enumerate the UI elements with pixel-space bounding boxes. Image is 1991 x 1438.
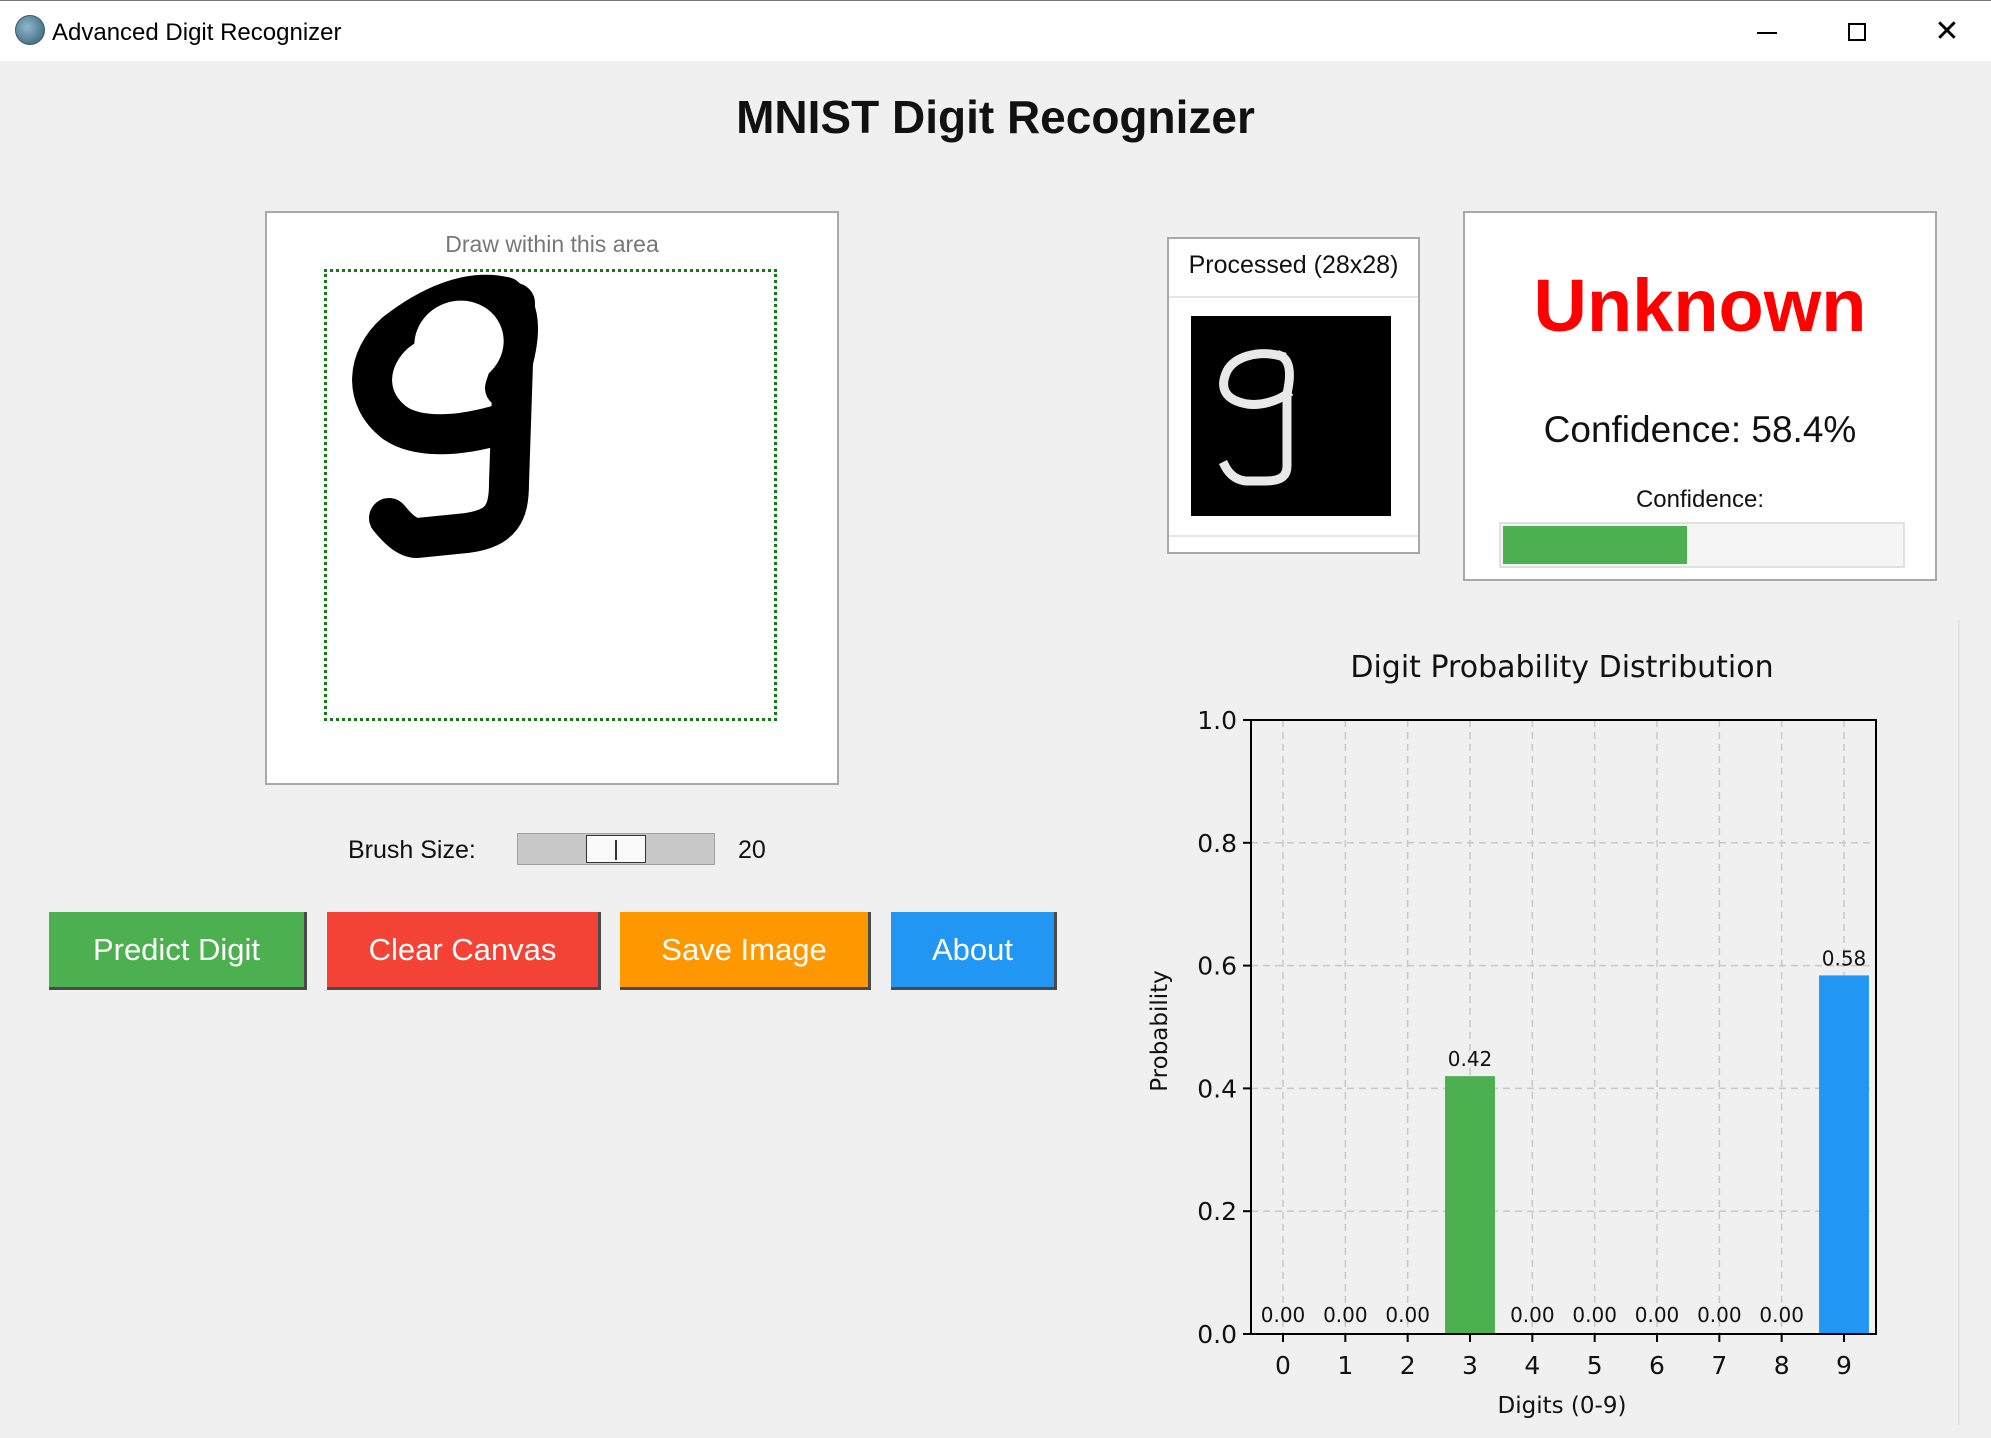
- about-button[interactable]: About: [891, 912, 1057, 990]
- chart-data-label: 0.00: [1261, 1303, 1306, 1327]
- brush-size-slider-thumb[interactable]: [586, 835, 646, 863]
- chart-data-label: 0.58: [1822, 946, 1867, 970]
- chart-x-tick-label: 1: [1337, 1351, 1353, 1380]
- chart-bar: [1819, 975, 1869, 1334]
- predict-digit-button[interactable]: Predict Digit: [49, 912, 307, 990]
- chart-y-tick-label: 0.2: [1197, 1197, 1237, 1226]
- chart-plot-frame: [1250, 719, 1877, 1335]
- chart-bar: [1445, 1076, 1495, 1334]
- close-icon: ✕: [1934, 13, 1960, 49]
- page-title: MNIST Digit Recognizer: [736, 91, 1255, 143]
- chart-data-label: 0.00: [1385, 1303, 1430, 1327]
- canvas-hint: Draw within this area: [445, 231, 659, 257]
- probability-chart: Digit Probability Distribution Probabili…: [1147, 650, 1877, 1419]
- chart-data-label: 0.00: [1323, 1303, 1368, 1327]
- drawn-digit-stroke: [352, 274, 538, 558]
- draw-area-boundary[interactable]: [324, 269, 777, 721]
- window-title: Advanced Digit Recognizer: [52, 19, 342, 46]
- chart-data-label: 0.00: [1759, 1303, 1804, 1327]
- chart-y-tick-label: 1.0: [1197, 706, 1237, 735]
- chart-x-tick-label: 4: [1524, 1351, 1540, 1380]
- minimize-button[interactable]: [1722, 1, 1812, 62]
- title-bar: Advanced Digit Recognizer ✕: [0, 0, 1991, 61]
- brush-size-label: Brush Size:: [348, 836, 476, 864]
- panel-divider: [1958, 620, 1960, 1425]
- processed-digit-glyph: [1218, 349, 1294, 486]
- chart-title: Digit Probability Distribution: [1350, 650, 1773, 685]
- chart-data-label: 0.42: [1448, 1047, 1493, 1071]
- chart-x-tick-label: 7: [1711, 1351, 1727, 1380]
- confidence-progress-fill: [1503, 526, 1687, 564]
- processed-digit-image: [1191, 316, 1391, 516]
- chart-y-tick-label: 0.4: [1197, 1074, 1237, 1103]
- prediction-result-panel: Unknown Confidence: 58.4% Confidence:: [1463, 211, 1937, 581]
- prediction-label: Unknown: [1533, 264, 1867, 347]
- chart-y-tick-label: 0.6: [1197, 952, 1237, 981]
- chart-ticks: 0.0 0.2 0.4 0.6 0.8 1.0 0 1 2 3 4 5 6 7 8 9: [1197, 706, 1852, 1380]
- chart-x-tick-label: 2: [1400, 1351, 1416, 1380]
- confidence-bar-label: Confidence:: [1635, 486, 1765, 513]
- chart-data-label: 0.00: [1572, 1303, 1617, 1327]
- chart-y-tick-label: 0.8: [1197, 829, 1237, 858]
- maximize-button[interactable]: [1812, 1, 1902, 62]
- minimize-icon: [1757, 31, 1777, 34]
- drawing-canvas[interactable]: Draw within this area: [265, 211, 839, 785]
- maximize-icon: [1848, 22, 1866, 41]
- brush-size-slider[interactable]: [517, 833, 715, 865]
- save-image-button[interactable]: Save Image: [620, 912, 871, 990]
- chart-bars: 0.00 0.00 0.00 0.42 0.00 0.00 0.00 0.00 0.00 0.58: [1261, 946, 1869, 1334]
- chart-x-axis-label: Digits (0-9): [1498, 1393, 1627, 1419]
- divider: [1169, 535, 1418, 537]
- chart-data-label: 0.00: [1510, 1303, 1555, 1327]
- close-button[interactable]: ✕: [1902, 1, 1991, 62]
- app-logo-icon: [15, 15, 45, 45]
- chart-x-tick-label: 3: [1462, 1351, 1478, 1380]
- chart-data-label: 0.00: [1635, 1303, 1680, 1327]
- brush-size-value: 20: [738, 836, 766, 864]
- chart-x-tick-label: 8: [1774, 1351, 1790, 1380]
- chart-x-tick-label: 5: [1587, 1351, 1603, 1380]
- chart-y-axis-label: Probability: [1147, 970, 1173, 1092]
- processed-preview-panel: Processed (28x28): [1167, 237, 1420, 554]
- chart-x-tick-label: 9: [1836, 1351, 1852, 1380]
- confidence-progress-bar: [1499, 522, 1905, 568]
- chart-data-label: 0.00: [1697, 1303, 1742, 1327]
- chart-x-tick-label: 0: [1275, 1351, 1291, 1380]
- divider: [1169, 296, 1418, 298]
- chart-y-tick-label: 0.0: [1197, 1320, 1237, 1349]
- chart-grid: [1251, 719, 1876, 1335]
- chart-x-tick-label: 6: [1649, 1351, 1665, 1380]
- clear-canvas-button[interactable]: Clear Canvas: [327, 912, 601, 990]
- processed-preview-title: Processed (28x28): [1188, 251, 1399, 279]
- confidence-text: Confidence: 58.4%: [1543, 409, 1857, 450]
